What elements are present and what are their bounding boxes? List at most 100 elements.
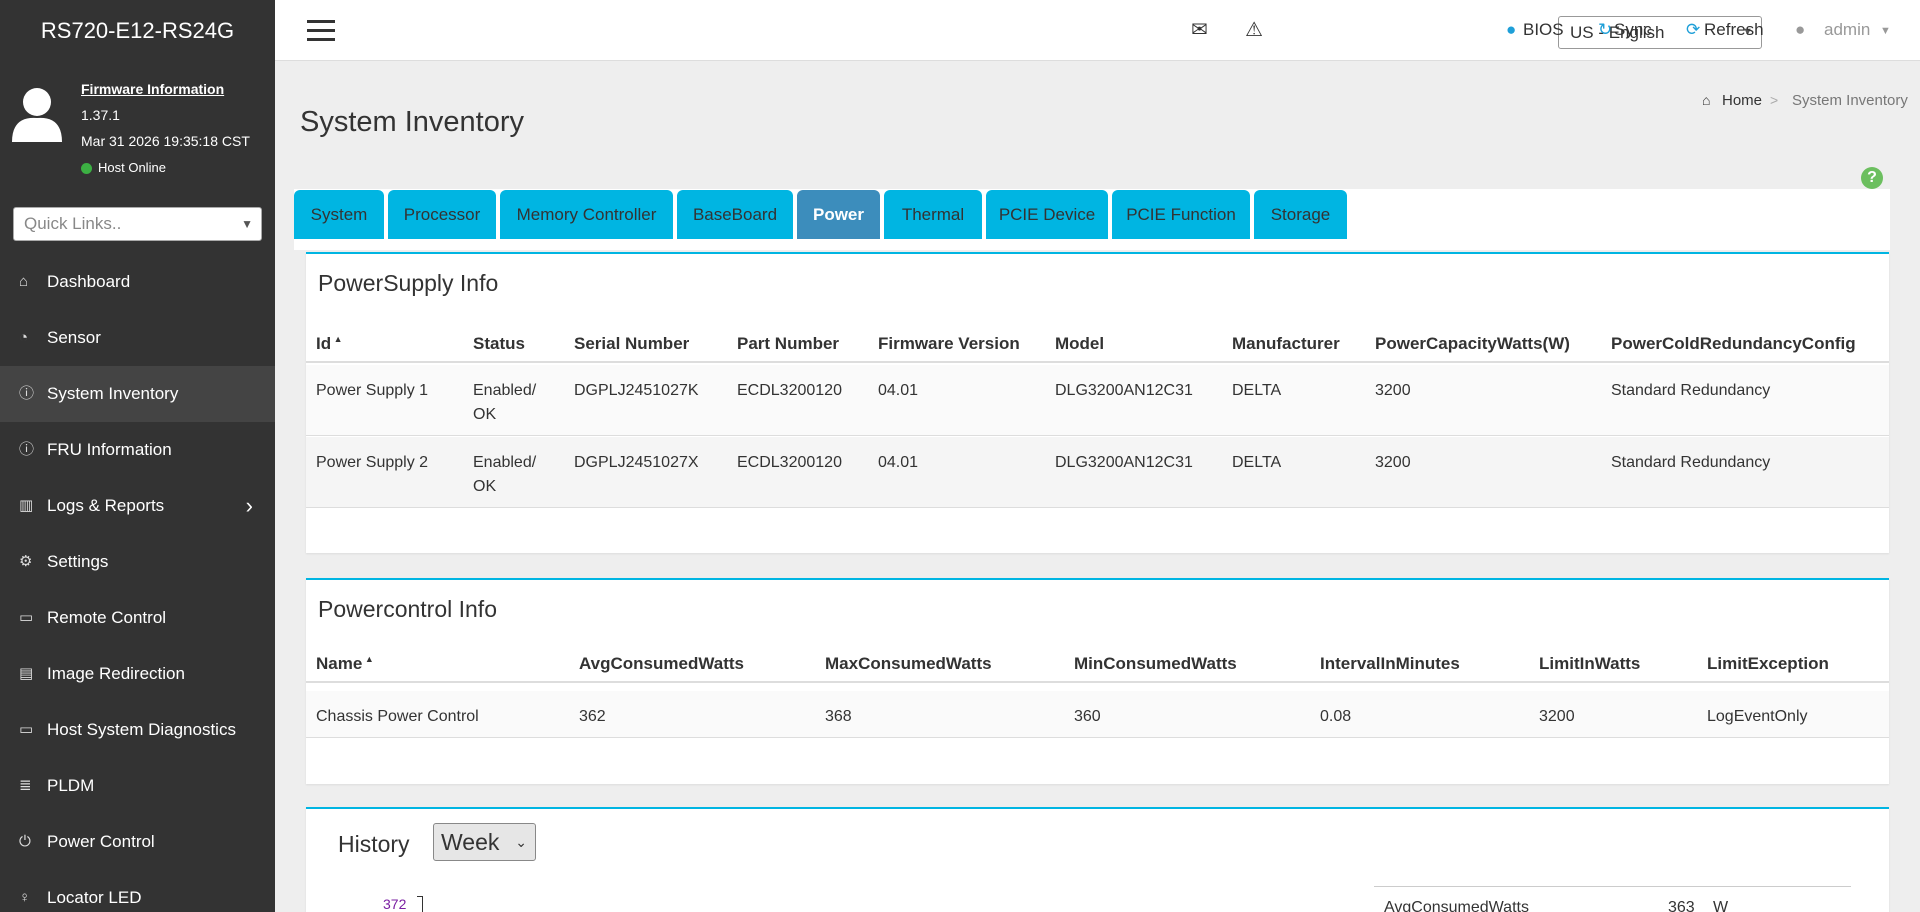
menu-icon: ⓘ [19,385,35,402]
menu-icon: ⏻ [19,833,31,850]
sort-icon: ▲ [331,334,343,344]
tab[interactable]: Power [797,190,880,239]
column-header[interactable]: LimitInWatts [1539,654,1641,673]
column-header[interactable]: PowerCapacityWatts(W) [1375,334,1570,353]
bios-button[interactable]: BIOS [1523,20,1564,39]
tab[interactable]: Thermal [884,190,982,239]
alert-icon[interactable]: ⚠ [1245,19,1263,41]
menu-item[interactable]: ⓘ System Inventory [0,366,275,422]
menu-item[interactable]: ⌂ Dashboard [0,254,275,310]
quick-links[interactable]: Quick Links.. ▼ [13,207,262,241]
powercontrol-panel: Powercontrol Info Name ▲ AvgConsumedWatts… [306,578,1889,784]
menu-label: FRU Information [47,440,172,459]
menu-item[interactable]: ◔ Sensor [0,310,275,366]
user-caret: ▼ [1880,25,1891,37]
column-header[interactable]: Status [473,334,525,353]
menu-item[interactable]: ▤ Image Redirection [0,646,275,702]
table-cell: 3200 [1375,382,1411,399]
submenu-arrow: › [245,493,253,518]
column-header[interactable]: MaxConsumedWatts [825,654,992,673]
table-cell: DLG3200AN12C31 [1055,454,1193,471]
table-cell: 04.01 [878,454,919,471]
panel-title: Powercontrol Info [318,596,497,622]
table-row [306,691,1889,738]
menu-item[interactable]: ♀ Locator LED [0,870,275,912]
menu-icon: ▤ [19,665,34,682]
column-header[interactable]: Name ▲ [316,654,374,673]
table-cell: Enabled/ OK [473,382,537,423]
table-cell: DGPLJ2451027X [574,454,699,471]
table-cell: ECDL3200120 [737,382,842,399]
menu-icon: ◔ [19,329,29,346]
menu-icon: ⚙ [19,553,33,570]
powersupply-panel: PowerSupply Info Id ▲ Status Serial Number… [306,252,1889,553]
tab[interactable]: System [294,190,384,239]
menu-icon: ⓘ [19,441,35,458]
menu-label: Power Control [47,832,155,851]
table-cell: DELTA [1232,382,1282,399]
table-cell: 362 [579,708,606,725]
table-cell: Chassis Power Control [316,708,479,725]
table-row [306,437,1889,508]
table-cell: 3200 [1539,708,1575,725]
menu-label: Logs & Reports [47,496,165,515]
firmware-link[interactable]: Firmware Information [81,81,225,97]
table-cell: Enabled/ OK [473,454,537,495]
column-header[interactable]: LimitException [1707,654,1829,673]
column-header[interactable]: PowerColdRedundancyConfig [1611,334,1856,353]
tab[interactable]: Memory Controller [500,190,673,239]
menu-item[interactable]: ⏻ Power Control [0,814,275,870]
column-header[interactable]: IntervalInMinutes [1320,654,1460,673]
column-header[interactable]: Model [1055,334,1105,353]
menu-icon: ≣ [19,777,32,794]
user-menu[interactable]: admin [1824,20,1871,39]
tab[interactable]: Storage [1254,190,1347,239]
column-header[interactable]: Manufacturer [1232,334,1340,353]
menu-label: System Inventory [47,384,179,403]
menu-item[interactable]: ≣ PLDM [0,758,275,814]
menu-item[interactable]: ▭ Host System Diagnostics [0,702,275,758]
tab[interactable]: PCIE Function [1112,190,1250,239]
avatar-icon [12,88,62,142]
menu-icon: ⌂ [19,273,29,290]
menu-item[interactable]: ⓘ FRU Information [0,422,275,478]
datetime: Mar 31 2026 19:35:18 CST [81,133,250,149]
column-header[interactable]: MinConsumedWatts [1074,654,1237,673]
breadcrumb-home[interactable]: Home [1722,92,1763,109]
menu-item[interactable]: ⚙ Settings [0,534,275,590]
table-cell: DGPLJ2451027K [574,382,699,399]
language-select[interactable]: US - English ▼ [1558,16,1762,49]
menu-icon: ♀ [19,889,31,906]
table-cell: DELTA [1232,454,1282,471]
page-title: System Inventory [300,106,525,138]
legend-value: 363 [1668,899,1695,912]
sync-icon: ↻ [1598,20,1613,39]
y-axis [417,896,423,912]
y-tick-label: 372 [383,896,407,912]
sort-icon: ▲ [362,654,374,664]
table-cell: ECDL3200120 [737,454,842,471]
column-header[interactable]: Serial Number [574,334,690,353]
breadcrumb-separator: > [1770,92,1779,108]
menu-item[interactable]: ▭ Remote Control [0,590,275,646]
table-cell: Standard Redundancy [1611,382,1771,399]
column-header[interactable]: Part Number [737,334,840,353]
mail-icon[interactable]: ✉ [1191,19,1208,41]
menu-item[interactable]: ▥ Logs & Reports › [0,478,275,534]
sync-button[interactable]: Sync [1614,20,1652,39]
menu-icon: ▥ [19,497,34,514]
column-header[interactable]: Id ▲ [316,334,343,353]
tab[interactable]: BaseBoard [677,190,793,239]
refresh-button[interactable]: Refresh [1704,20,1764,39]
range-select[interactable]: Week ⌄ [433,823,536,861]
tab[interactable]: PCIE Device [986,190,1108,239]
menu-icon: ▭ [19,609,34,626]
help-icon[interactable]: ? [1861,167,1883,189]
column-header[interactable]: Firmware Version [878,334,1020,353]
hamburger[interactable] [307,20,335,41]
column-header[interactable]: AvgConsumedWatts [579,654,744,673]
bios-icon: ● [1506,20,1517,39]
tab[interactable]: Processor [388,190,496,239]
panel-title: PowerSupply Info [318,270,499,296]
